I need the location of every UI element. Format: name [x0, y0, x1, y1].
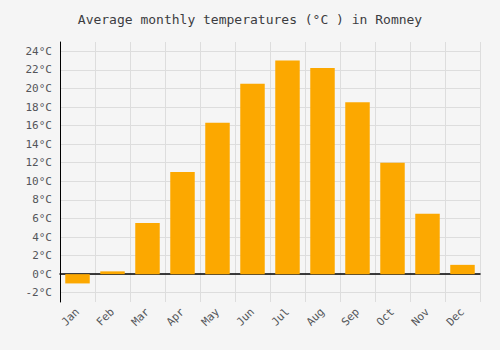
svg-text:Jan: Jan: [59, 305, 82, 328]
svg-text:0°C: 0°C: [32, 268, 52, 281]
svg-text:12°C: 12°C: [26, 156, 53, 169]
svg-text:20°C: 20°C: [26, 82, 53, 95]
svg-text:Jun: Jun: [234, 305, 257, 328]
svg-text:Feb: Feb: [94, 305, 117, 328]
svg-text:Mar: Mar: [129, 305, 152, 328]
svg-text:May: May: [199, 305, 222, 328]
svg-text:Dec: Dec: [444, 305, 467, 328]
svg-text:16°C: 16°C: [26, 119, 53, 132]
svg-text:14°C: 14°C: [26, 138, 53, 151]
svg-text:18°C: 18°C: [26, 101, 53, 114]
svg-text:6°C: 6°C: [32, 212, 52, 225]
svg-text:Apr: Apr: [164, 305, 187, 328]
svg-text:2°C: 2°C: [32, 249, 52, 262]
svg-text:Oct: Oct: [374, 305, 397, 328]
svg-text:22°C: 22°C: [26, 63, 53, 76]
svg-text:-2°C: -2°C: [26, 286, 53, 299]
svg-text:10°C: 10°C: [26, 175, 53, 188]
svg-text:Jul: Jul: [269, 305, 292, 328]
svg-text:24°C: 24°C: [26, 45, 53, 58]
svg-text:Nov: Nov: [409, 305, 432, 328]
svg-text:Sep: Sep: [339, 305, 362, 328]
svg-text:4°C: 4°C: [32, 231, 52, 244]
svg-text:Average monthly temperatures (: Average monthly temperatures (°C ) in Ro…: [78, 12, 423, 27]
svg-text:8°C: 8°C: [32, 193, 52, 206]
svg-text:Aug: Aug: [304, 305, 327, 328]
